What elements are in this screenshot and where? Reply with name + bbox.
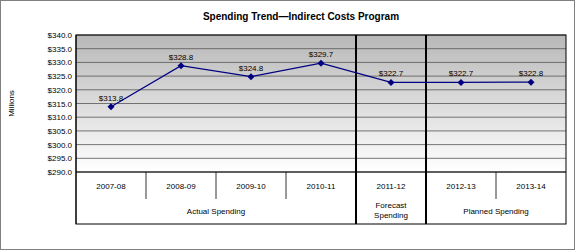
x-tick-label: 2013-14: [516, 182, 546, 191]
y-tick-label: $295.0: [48, 154, 73, 163]
y-axis-label: Millions: [7, 90, 16, 117]
y-tick-label: $320.0: [48, 86, 73, 95]
x-axis: [76, 172, 566, 173]
category-separator: [216, 172, 217, 199]
group-label: ForecastSpending: [374, 201, 408, 220]
grid-line: [76, 130, 566, 131]
data-point: [248, 73, 255, 80]
y-tick-label: $300.0: [48, 141, 73, 150]
category-separator: [496, 172, 497, 199]
title: Spending Trend—Indirect Costs Program: [203, 11, 399, 22]
x-tick-label: 2009-10: [236, 182, 266, 191]
grid-line: [76, 76, 566, 77]
group-label-line: Forecast: [375, 201, 407, 210]
data-point: [108, 103, 115, 110]
x-tick-label: 2011-12: [377, 182, 406, 191]
data-point: [318, 60, 325, 67]
outer-frame: [1, 1, 575, 250]
group-label: Planned Spending: [463, 207, 528, 216]
data-point: [458, 79, 465, 86]
data-point: [178, 62, 185, 69]
grid-line: [76, 172, 566, 173]
y-tick-label: $305.0: [48, 127, 73, 136]
data-label: $322.8: [519, 69, 544, 78]
data-label: $313.8: [99, 94, 124, 103]
group-label: Actual Spending: [187, 207, 245, 216]
y-tick-label: $330.0: [48, 58, 73, 67]
x-tick-label: 2007-08: [96, 182, 126, 191]
x-tick-label: 2010-11: [307, 182, 336, 191]
x-tick-label: 2012-13: [446, 182, 476, 191]
data-label: $329.7: [309, 50, 334, 59]
group-label-line: Spending: [374, 211, 408, 220]
chart: Spending Trend—Indirect Costs Program $29…: [0, 0, 575, 250]
data-label: $324.8: [239, 64, 264, 73]
plot-frame: [76, 35, 566, 224]
grid-line: [76, 117, 566, 118]
y-tick-label: $310.0: [48, 113, 73, 122]
data-point: [388, 79, 395, 86]
data-point: [528, 79, 535, 86]
data-label: $322.7: [449, 69, 474, 78]
group-separator: [355, 35, 357, 224]
y-tick-label: $315.0: [48, 100, 73, 109]
series-line: [111, 63, 531, 107]
y-tick-label: $325.0: [48, 72, 73, 81]
data-label: $328.8: [169, 53, 194, 62]
y-axis: [76, 35, 77, 224]
grid-line: [76, 48, 566, 49]
grid-line: [76, 89, 566, 90]
x-tick-label: 2008-09: [166, 182, 196, 191]
category-separator: [146, 172, 147, 199]
y-tick-label: $335.0: [48, 45, 73, 54]
category-separator: [286, 172, 287, 199]
y-tick-label: $290.0: [48, 168, 73, 177]
grid-line: [76, 158, 566, 159]
group-separator: [425, 35, 427, 224]
grid-line: [76, 103, 566, 104]
y-tick-label: $340.0: [48, 31, 73, 40]
plot-area: [76, 35, 566, 172]
data-label: $322.7: [379, 69, 404, 78]
grid-line: [76, 144, 566, 145]
data-group: [108, 60, 535, 111]
